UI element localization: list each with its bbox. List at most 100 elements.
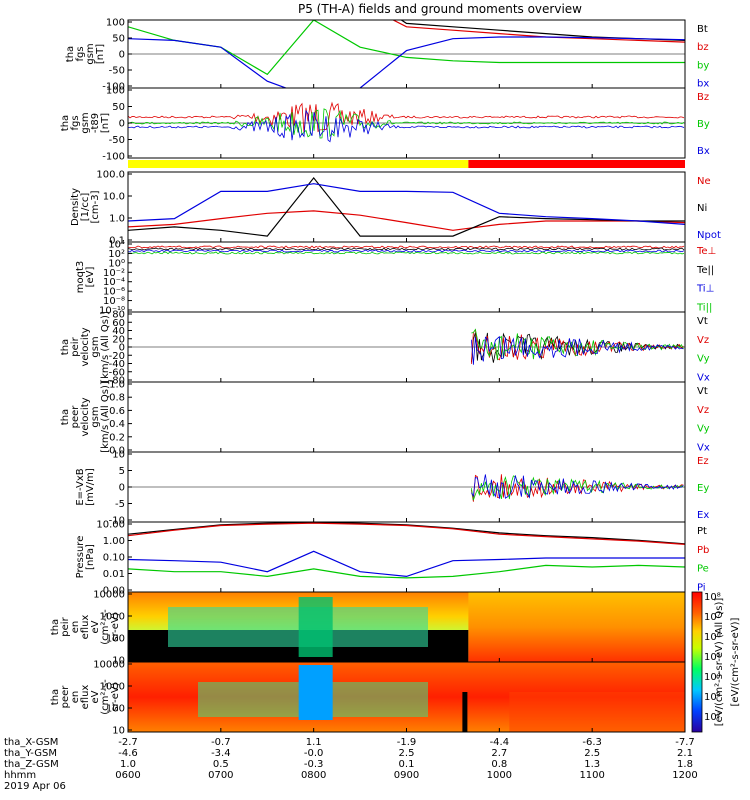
y-tick-label: -40 <box>109 359 125 370</box>
y-axis-label: E=-VxB [mV/m] <box>75 468 96 506</box>
footer-value: 0.1 <box>399 759 415 770</box>
y-axis-label: tha peir en eflux eV (cm²-s-sr-eV) <box>50 609 121 645</box>
colorbar-tick: 10² <box>704 712 721 723</box>
series-pi <box>128 550 685 578</box>
legend-bx: bx <box>697 79 709 90</box>
colorbar-tick: 10⁷ <box>704 612 721 623</box>
y-tick-label: 10.00 <box>96 520 125 531</box>
y-tick-label: 10⁻² <box>103 268 125 279</box>
y-label-line: eflux <box>80 615 91 640</box>
footer-value: -6.3 <box>582 737 602 748</box>
y-label-line: eflux <box>80 685 91 710</box>
panel-efield: 10 5 0 -5 -10 E=-VxB [mV/m] Ez Ey Ex <box>75 450 709 527</box>
y-tick-label: 100 <box>106 18 125 29</box>
series-trace <box>470 474 684 502</box>
footer-row-label: hhmm <box>4 770 36 781</box>
legend-pt: Pt <box>697 526 707 537</box>
y-label-line: eV <box>90 620 101 633</box>
colorbar-scale <box>691 591 703 733</box>
y-label-line: [km/s (All Qs)] <box>100 381 111 453</box>
legend-te⊥: Te⊥ <box>696 246 716 257</box>
y-tick-label: 10000 <box>93 660 125 671</box>
legend-vx: Vx <box>697 372 710 383</box>
y-tick-label: 0.2 <box>109 432 125 443</box>
footer-value: -4.6 <box>118 748 138 759</box>
series-ni <box>128 176 685 237</box>
series-trace <box>128 101 685 133</box>
y-axis-label: tha fgs gsm -t89 [nT] <box>60 112 111 133</box>
footer-value: -7.7 <box>675 737 695 748</box>
y-tick-label: 0.8 <box>109 393 125 404</box>
panel-density: 100.0 10.0 1.0 0.1 Density [1/cc] [cm-3] Ne Ni Np… <box>70 170 721 247</box>
y-tick-label: 1.0 <box>109 380 125 391</box>
y-tick-label: -100 <box>102 152 125 163</box>
legend-bz: Bz <box>697 92 709 103</box>
legend-pb: Pb <box>697 545 709 556</box>
mode-bar-segment <box>468 160 685 168</box>
y-tick-label: -50 <box>109 66 125 77</box>
panel-pressure: 10.00 1.00 0.10 0.01 0.00 Pressure [nPa] Pt Pb Pe… <box>75 520 709 597</box>
y-label-line: [cm-3] <box>90 190 101 223</box>
footer-row-label: tha_X-GSM <box>4 737 58 748</box>
y-label-line: (cm²-s- <box>100 679 111 715</box>
series-by <box>128 20 685 76</box>
colorbar-tick: 10⁸ <box>704 592 721 603</box>
footer-row-label: tha_Z-GSM <box>4 759 59 770</box>
y-label-line: eV <box>90 690 101 703</box>
y-label-line: -t89 <box>90 113 101 133</box>
y-tick-label: -20 <box>109 351 125 362</box>
y-tick-label: 0.01 <box>103 569 125 580</box>
colorbar: [eV/(cm²-s-sr-eV)] [eV/(cm²-s-sr-eV) (All… <box>691 591 741 733</box>
y-tick-label: 10 <box>112 656 125 667</box>
footer-value: 0700 <box>208 770 233 781</box>
plot-area <box>128 522 685 579</box>
legend-pi: Pi <box>697 582 706 593</box>
legend-by: by <box>697 60 709 71</box>
footer-value: 1.0 <box>120 759 136 770</box>
y-tick-label: -60 <box>109 367 125 378</box>
y-tick-label: 1.00 <box>103 536 125 547</box>
series-npot <box>128 183 685 225</box>
legend-ey: Ey <box>697 483 709 494</box>
y-tick-label: 10 <box>112 726 125 737</box>
series-bz <box>391 20 685 43</box>
y-tick-label: 100 <box>106 634 125 645</box>
y-tick-label: 100.0 <box>96 170 125 181</box>
y-tick-label: 10⁴ <box>108 240 125 251</box>
y-label-line: fgs <box>75 46 86 61</box>
footer-row-label: tha_Y-GSM <box>4 748 57 759</box>
footer-value: -2.7 <box>118 737 138 748</box>
y-axis-label: tha fgs gsm [nT] <box>65 43 106 64</box>
legend: Vt Vz Vy Vx <box>697 316 710 383</box>
y-label-line: fgs <box>70 115 81 130</box>
y-tick-label: -10 <box>109 516 125 527</box>
footer-value: 1200 <box>672 770 697 781</box>
y-tick-label: 0 <box>119 119 125 130</box>
y-axis-label: tha peer en eflux eV (cm²-s-sr-eV) <box>50 679 121 715</box>
panel-frame <box>127 381 686 453</box>
footer-value: 2.5 <box>584 748 600 759</box>
panel-frame <box>127 521 686 593</box>
data-gap <box>462 692 468 732</box>
colorbar-label-2: [eV/(cm²-s-sr-eV) (All Qs)] <box>714 598 725 727</box>
y-tick-label: 1.0 <box>109 214 125 225</box>
footer-value: -4.4 <box>490 737 510 748</box>
colorbar-label: [eV/(cm²-s-sr-eV)] <box>730 617 741 706</box>
y-label-line: tha <box>60 115 71 131</box>
y-tick-label: -5 <box>115 499 125 510</box>
y-tick-label: 1000 <box>100 612 125 623</box>
legend-vy: Vy <box>697 424 710 435</box>
series-trace <box>128 251 685 255</box>
footer-value: 0.8 <box>491 759 507 770</box>
y-label-line: tha <box>60 339 71 355</box>
y-label-line: velocity <box>80 397 91 436</box>
y-tick-label: 50 <box>112 102 125 113</box>
legend: Ez Ey Ex <box>697 456 709 521</box>
y-label-line: gsm <box>85 43 96 64</box>
plot-area <box>128 101 685 143</box>
legend-vt: Vt <box>697 316 708 327</box>
series-trace <box>128 249 685 253</box>
footer-value: 1.1 <box>306 737 322 748</box>
